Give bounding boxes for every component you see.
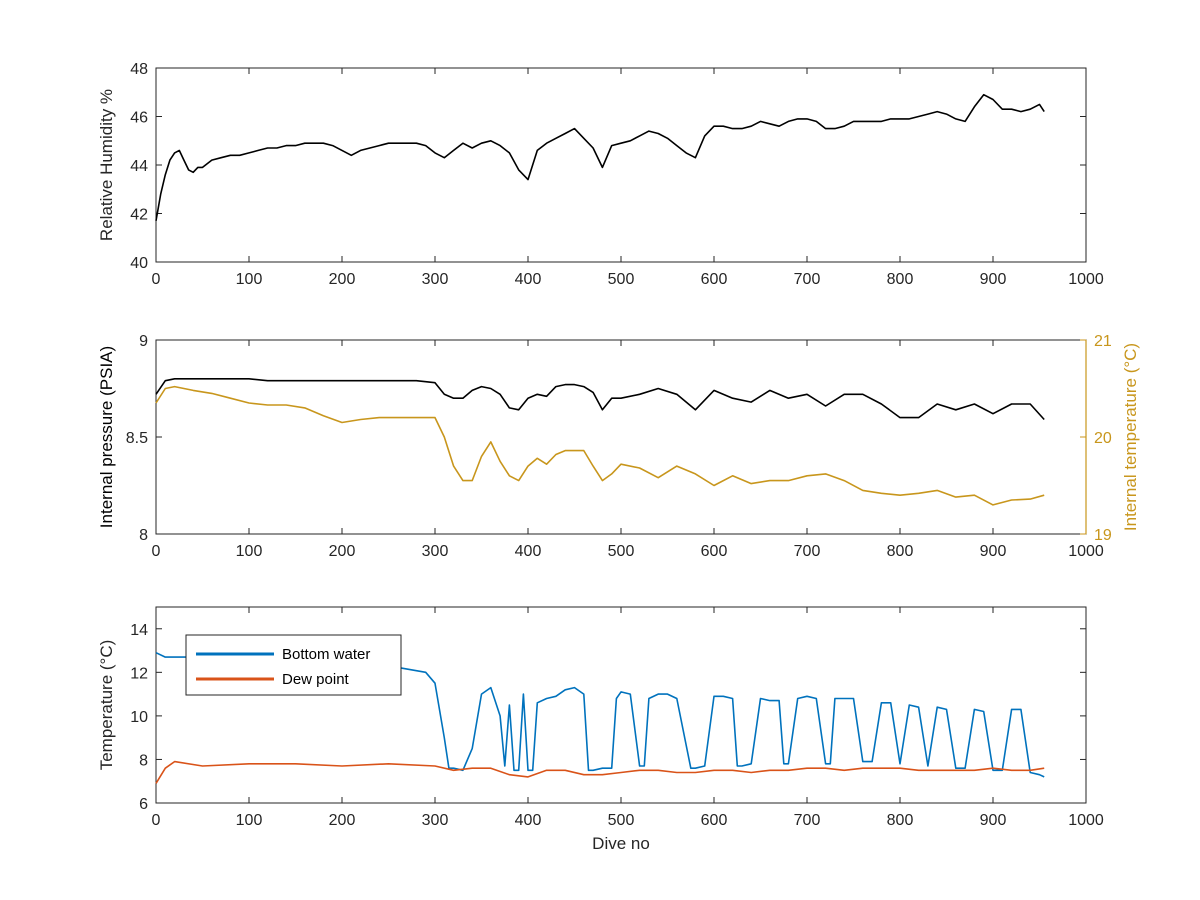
y-tick-label: 8	[139, 527, 148, 544]
y-tick-label: 8.5	[126, 430, 148, 447]
y-tick-label: 48	[130, 61, 148, 78]
x-tick-label: 600	[701, 543, 728, 560]
x-tick-label: 700	[794, 543, 821, 560]
x-tick-label: 900	[980, 271, 1007, 288]
x-tick-label: 200	[329, 271, 356, 288]
x-tick-label: 100	[236, 812, 263, 829]
x-tick-label: 200	[329, 543, 356, 560]
plot-area	[155, 339, 1087, 535]
x-tick-label: 600	[701, 271, 728, 288]
y-tick-label: 10	[130, 709, 148, 726]
x-tick-label: 900	[980, 543, 1007, 560]
y-tick-label: 46	[130, 110, 148, 127]
x-tick-label: 1000	[1068, 812, 1104, 829]
plot-area	[155, 67, 1087, 263]
y2-tick-label: 21	[1094, 333, 1112, 350]
x-tick-label: 400	[515, 812, 542, 829]
x-tick-label: 200	[329, 812, 356, 829]
y-tick-label: 8	[139, 752, 148, 769]
x-tick-label: 0	[152, 812, 161, 829]
y-tick-label: 12	[130, 665, 148, 682]
y-tick-label: 9	[139, 333, 148, 350]
y-axis-label: Temperature (°C)	[97, 640, 116, 771]
x-tick-label: 800	[887, 812, 914, 829]
x-tick-label: 1000	[1068, 271, 1104, 288]
series-line-pressure	[155, 378, 1045, 421]
x-tick-label: 600	[701, 812, 728, 829]
x-tick-label: 500	[608, 271, 635, 288]
x-tick-label: 700	[794, 271, 821, 288]
x-tick-label: 300	[422, 543, 449, 560]
x-tick-label: 500	[608, 812, 635, 829]
y-axis-label: Relative Humidity %	[97, 89, 116, 241]
y2-tick-label: 20	[1094, 430, 1112, 447]
x-axis-label: Dive no	[592, 834, 650, 853]
y-tick-label: 6	[139, 796, 148, 813]
x-tick-label: 100	[236, 543, 263, 560]
x-tick-label: 700	[794, 812, 821, 829]
x-tick-label: 400	[515, 271, 542, 288]
x-tick-label: 400	[515, 543, 542, 560]
y-tick-label: 40	[130, 255, 148, 272]
x-tick-label: 0	[152, 543, 161, 560]
x-tick-label: 1000	[1068, 543, 1104, 560]
series-line-bottom	[155, 651, 1045, 778]
legend-label-bottom: Bottom water	[282, 646, 370, 663]
chart-panel-3: 0 100 200 300 400 500 600 700 800 900 1000 6 8 10 12 14…	[97, 606, 1104, 853]
series-line-temperature	[155, 385, 1045, 506]
legend-box	[185, 634, 402, 696]
legend-label-dew: Dew point	[282, 671, 350, 688]
x-tick-label: 900	[980, 812, 1007, 829]
y-tick-label: 14	[130, 622, 148, 639]
y2-tick-label: 19	[1094, 527, 1112, 544]
y2-axis-label: Internal temperature (°C)	[1121, 343, 1140, 531]
x-tick-label: 800	[887, 543, 914, 560]
y-axis-label: Internal pressure (PSIA)	[97, 346, 116, 528]
x-tick-label: 800	[887, 271, 914, 288]
x-tick-label: 100	[236, 271, 263, 288]
y-tick-label: 42	[130, 207, 148, 224]
x-tick-label: 300	[422, 812, 449, 829]
x-tick-label: 0	[152, 271, 161, 288]
chart-panel-1: 0 100 200 300 400 500 600 700 800 900 1000 40 42 44 46…	[97, 61, 1104, 288]
legend: Bottom water Dew point	[185, 634, 402, 696]
x-tick-label: 300	[422, 271, 449, 288]
series-line-dew	[155, 760, 1045, 784]
series-line-rh	[155, 93, 1045, 221]
y-tick-label: 44	[130, 158, 148, 175]
x-tick-label: 500	[608, 543, 635, 560]
chart-panel-2: 0 100 200 300 400 500 600 700 800 900 1000 8 8.5 9 19 2…	[97, 333, 1140, 560]
